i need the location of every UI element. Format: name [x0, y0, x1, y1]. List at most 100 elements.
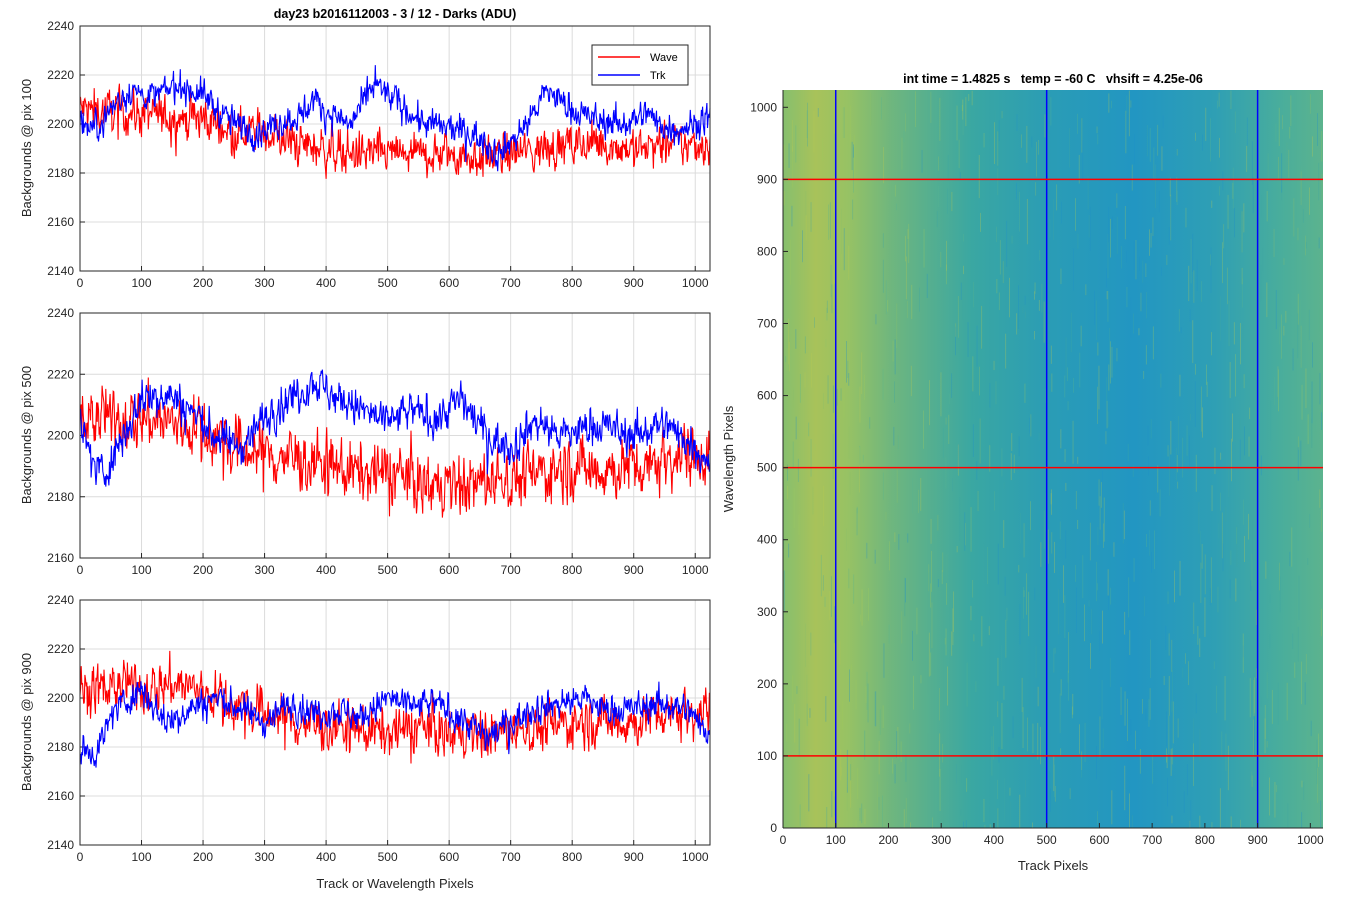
heatmap-streak: [824, 596, 826, 607]
heatmap-streak: [997, 701, 999, 718]
heatmap-streak: [959, 172, 961, 179]
heatmap-streak: [843, 389, 845, 418]
x-tick-label: 200: [193, 276, 213, 290]
heatmap-streak: [1091, 609, 1093, 635]
heatmap-streak: [1050, 493, 1052, 505]
heatmap-streak: [952, 608, 954, 646]
heatmap-streak: [1024, 295, 1026, 305]
heatmap-streak: [1133, 558, 1135, 582]
heatmap-streak: [1273, 228, 1275, 258]
heatmap-streak: [815, 444, 816, 451]
heatmap-streak: [939, 688, 940, 721]
heatmap-streak: [1182, 437, 1184, 478]
legend-box: [591, 44, 689, 86]
heatmap-streak: [1151, 551, 1152, 573]
heatmap-streak: [813, 110, 815, 153]
heatmap-streak: [1170, 420, 1172, 455]
heatmap-streak: [1190, 238, 1192, 284]
heatmap-streak: [905, 235, 906, 262]
heatmap-streak: [1149, 688, 1151, 720]
heatmap-streak: [937, 579, 939, 588]
heatmap-streak: [1305, 654, 1307, 675]
heatmap-streak: [822, 575, 824, 591]
heatmap-streak: [1319, 489, 1321, 508]
x-tick-label: 700: [1142, 833, 1162, 847]
heatmap-streak: [882, 233, 884, 248]
x-tick-label: 200: [193, 850, 213, 864]
heatmap-streak: [951, 373, 953, 398]
x-tick-label: 300: [255, 850, 275, 864]
heatmap-streak: [814, 317, 815, 328]
heatmap-streak: [1281, 185, 1283, 201]
heatmap-streak: [1221, 512, 1223, 559]
heatmap-streak: [1150, 419, 1152, 439]
heatmap-streak: [1148, 456, 1149, 476]
heatmap-streak: [885, 280, 887, 315]
wavelength-marker-lines: [783, 178, 1323, 757]
y-tick-label: 2180: [47, 166, 74, 180]
heatmap-streak: [809, 708, 811, 718]
heatmap-streak: [1310, 720, 1312, 737]
heatmap-streak: [1064, 595, 1066, 638]
heatmap-streak: [1264, 704, 1266, 739]
heatmap-streak: [786, 723, 788, 742]
track-marker-lines: [834, 90, 1259, 828]
heatmap-streak: [1122, 503, 1124, 544]
heatmap-streak: [1297, 622, 1299, 664]
heatmap-streak: [1189, 821, 1191, 828]
heatmap-streak: [894, 381, 895, 403]
heatmap-streak: [864, 730, 866, 760]
legend-label-trk: Trk: [650, 70, 666, 82]
heatmap-streak: [1090, 643, 1091, 669]
heatmap-streak: [840, 388, 842, 401]
heatmap-streak: [893, 426, 895, 446]
heatmap-streak: [857, 767, 859, 799]
heatmap-streak: [961, 765, 963, 783]
heatmap-streak: [1064, 375, 1066, 398]
heatmap-streak: [1244, 535, 1245, 562]
heatmap-streak: [1065, 482, 1067, 491]
heatmap-streak: [1045, 388, 1047, 403]
heatmap-streak: [843, 107, 845, 138]
x-tick-label: 300: [255, 276, 275, 290]
heatmap-streak: [1123, 510, 1125, 540]
heatmap-streak: [1149, 128, 1151, 162]
heatmap-streak: [792, 145, 793, 188]
heatmap-streak: [972, 356, 974, 392]
heatmap-streak: [1110, 587, 1112, 605]
heatmap-streak: [1128, 577, 1130, 618]
heatmap-streak: [940, 251, 942, 268]
heatmap-streak: [825, 339, 827, 348]
heatmap-streak: [1198, 502, 1200, 534]
heatmap-streak: [1281, 153, 1283, 193]
heatmap-streak: [1202, 407, 1203, 438]
heatmap-streak: [937, 514, 939, 531]
heatmap-streak: [897, 726, 899, 759]
heatmap-streak: [1081, 758, 1082, 778]
heatmap-streak: [1103, 523, 1104, 548]
heatmap-streak: [848, 426, 850, 459]
x-tick-label: 800: [562, 276, 582, 290]
x-tick-label: 1000: [682, 563, 709, 577]
heatmap-streak: [894, 339, 896, 375]
heatmap-streak: [822, 138, 824, 162]
heatmap-streak: [1035, 182, 1037, 196]
heatmap-streak: [864, 374, 865, 400]
heatmap-streak: [811, 353, 812, 388]
heatmap-streak: [810, 202, 812, 232]
x-tick-label: 0: [77, 276, 84, 290]
heatmap-streak: [788, 341, 790, 372]
heatmap-streak: [973, 282, 974, 308]
heatmap-streak: [900, 741, 902, 762]
heatmap-streak: [1318, 308, 1320, 332]
heatmap-streak: [882, 472, 884, 500]
heatmap-streak: [1025, 311, 1026, 319]
heatmap-streak: [783, 191, 785, 206]
heatmap-streak: [1210, 254, 1211, 266]
heatmap-streak: [930, 652, 932, 676]
x-tick-label: 300: [931, 833, 951, 847]
heatmap-streak: [1072, 693, 1074, 715]
heatmap-streak: [993, 360, 995, 371]
heatmap-streak: [853, 147, 854, 193]
heatmap-streak: [1005, 333, 1007, 369]
